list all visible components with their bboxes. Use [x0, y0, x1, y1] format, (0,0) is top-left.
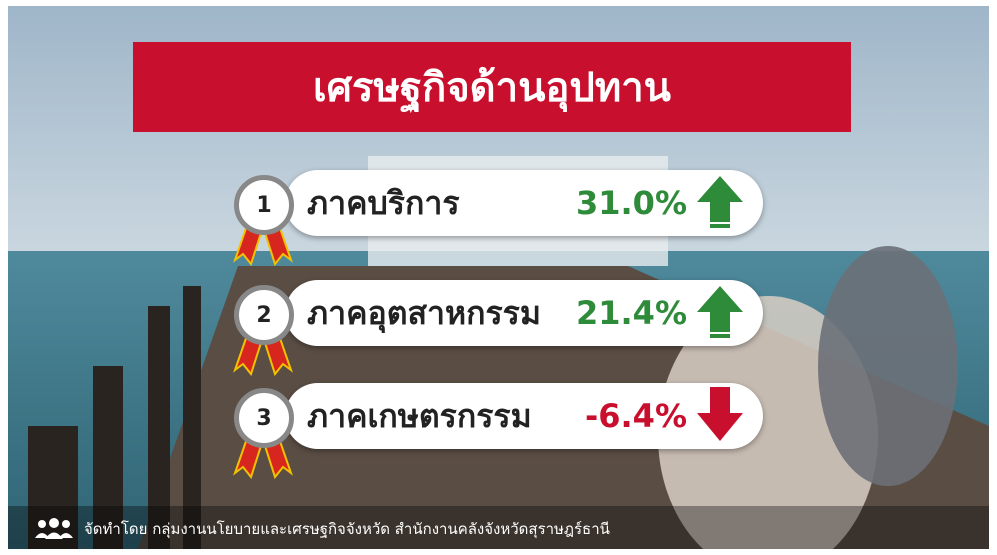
item-value: -6.4% [585, 383, 687, 449]
arrow-bar [710, 224, 730, 228]
arrow-bar [710, 334, 730, 338]
item-value: 31.0% [576, 170, 687, 236]
trend-arrow [695, 174, 745, 232]
title-banner: เศรษฐกิจด้านอุปทาน [133, 42, 851, 132]
item-pill: ภาคเกษตรกรรม -6.4% [285, 383, 763, 449]
screen: เศรษฐกิจด้านอุปทาน ภาคบริการ 31.0% 1 ภาคอุต… [8, 6, 989, 549]
item-label: ภาคบริการ [307, 170, 460, 236]
title: เศรษฐกิจด้านอุปทาน [313, 55, 671, 119]
rank-number: 1 [256, 193, 271, 218]
item-value: 21.4% [576, 280, 687, 346]
people-icon [34, 518, 74, 540]
rank-badge: 3 [234, 388, 294, 448]
footer: จัดทำโดย กลุ่มงานนโยบายและเศรษฐกิจจังหวั… [34, 517, 610, 541]
arrow-shape [697, 389, 743, 441]
arrow-shape [697, 286, 743, 332]
rank-number: 2 [256, 303, 271, 328]
item-label: ภาคเกษตรกรรม [307, 383, 532, 449]
arrow-shape [697, 176, 743, 222]
item-label: ภาคอุตสาหกรรม [307, 280, 541, 346]
arrow-bar [710, 387, 730, 389]
credit: จัดทำโดย กลุ่มงานนโยบายและเศรษฐกิจจังหวั… [84, 517, 610, 541]
rank-number: 3 [256, 406, 271, 431]
trend-arrow [695, 284, 745, 342]
rank-badge: 1 [234, 175, 294, 235]
trend-arrow [695, 387, 745, 445]
rank-badge: 2 [234, 285, 294, 345]
item-pill: ภาคอุตสาหกรรม 21.4% [285, 280, 763, 346]
item-pill: ภาคบริการ 31.0% [285, 170, 763, 236]
